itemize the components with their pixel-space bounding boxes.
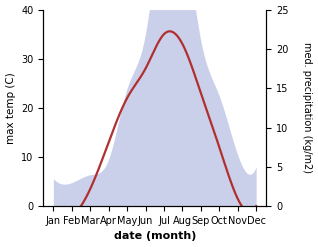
Y-axis label: max temp (C): max temp (C) [5,72,16,144]
X-axis label: date (month): date (month) [114,231,196,242]
Y-axis label: med. precipitation (kg/m2): med. precipitation (kg/m2) [302,42,313,173]
